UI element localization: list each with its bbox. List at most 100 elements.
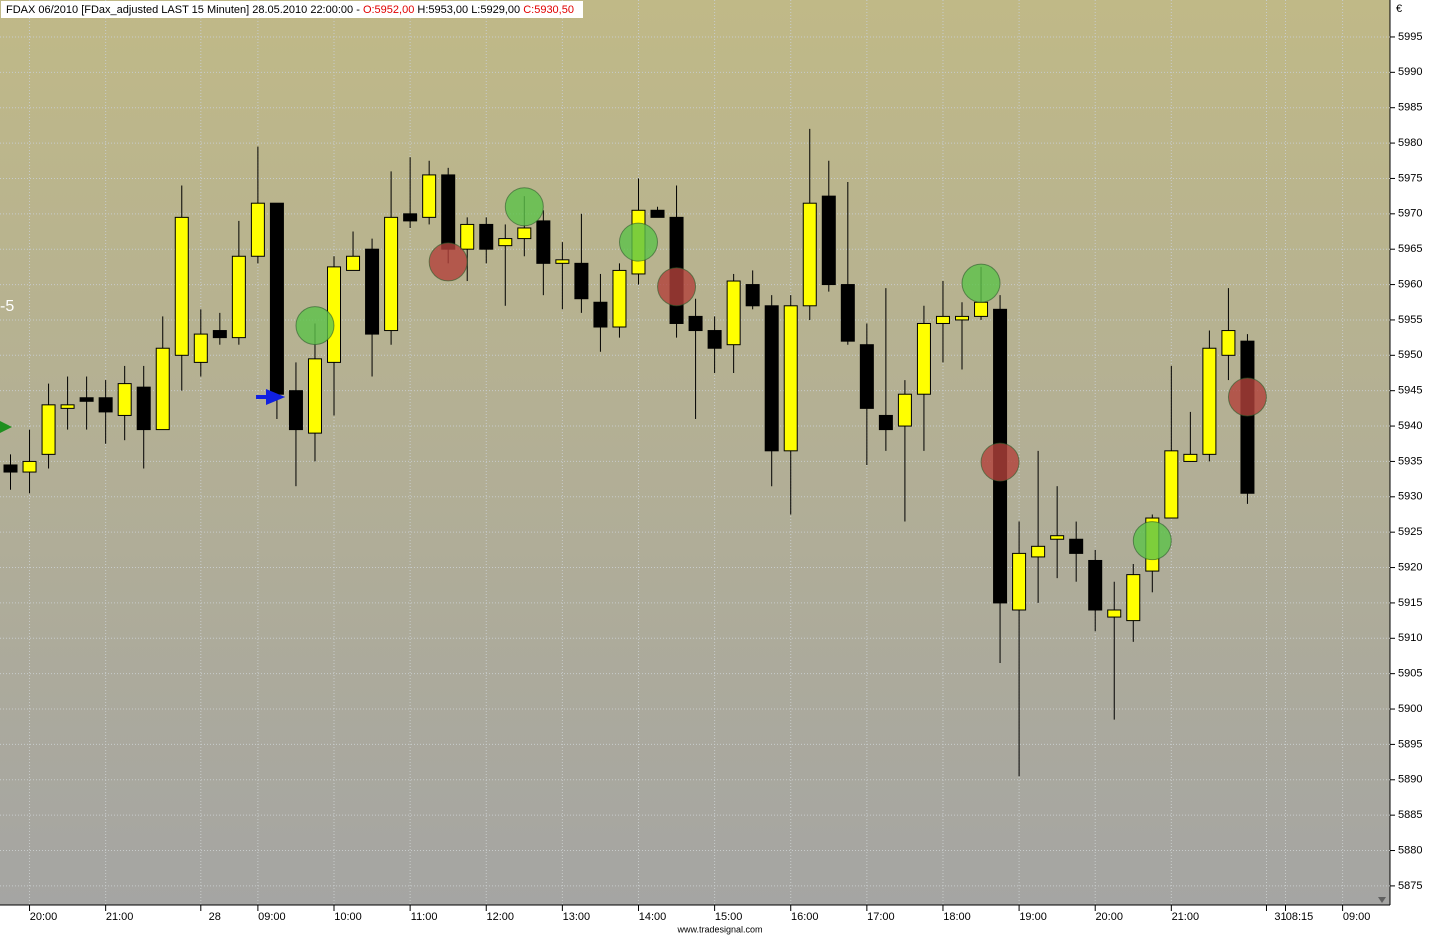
- header-title: FDAX 06/2010 [FDax_adjusted LAST 15 Minu…: [6, 4, 360, 16]
- signal: [657, 267, 697, 307]
- signal: [980, 442, 1020, 482]
- candle-body: [460, 223, 475, 250]
- y-tick-label: 5960: [1398, 278, 1422, 290]
- candle-body: [650, 209, 665, 218]
- header-high-low: H:5953,00 L:5929,00: [417, 4, 520, 16]
- candle-body: [1031, 545, 1046, 558]
- candle-body: [193, 333, 208, 363]
- candle-body: [98, 397, 113, 413]
- candle-body: [897, 393, 912, 427]
- candle-body: [840, 284, 855, 342]
- candle-body: [1183, 453, 1198, 462]
- x-tick-label: 13:00: [563, 911, 591, 923]
- y-tick-label: 5875: [1398, 880, 1422, 892]
- y-tick-label: 5970: [1398, 208, 1422, 220]
- candle-body: [916, 322, 931, 395]
- marker-triangle: [0, 421, 12, 433]
- candle-body: [859, 344, 874, 409]
- candle-body: [288, 390, 303, 431]
- x-tick-label: 21:00: [1172, 911, 1200, 923]
- candle-body: [974, 301, 989, 317]
- signal: [618, 222, 658, 262]
- header-close: C:5930,50: [523, 4, 574, 16]
- candle-body: [250, 202, 265, 257]
- x-tick-label: 16:00: [791, 911, 819, 923]
- signal: [1227, 377, 1267, 417]
- candle-body: [174, 216, 189, 356]
- footer: www.tradesignal.com: [676, 924, 762, 934]
- candle-body: [346, 255, 361, 271]
- y-tick-label: 5885: [1398, 809, 1422, 821]
- candle-body: [384, 216, 399, 332]
- scroll-arrow: [1378, 897, 1386, 903]
- y-tick-label: 5955: [1398, 314, 1422, 326]
- candle-body: [41, 404, 56, 455]
- candle-body: [783, 305, 798, 452]
- x-tick-label: 31: [1274, 911, 1286, 923]
- candle-body: [1164, 450, 1179, 519]
- signal: [1132, 521, 1172, 561]
- candle-body: [688, 315, 703, 332]
- candle-body: [403, 213, 418, 222]
- y-tick-label: 5920: [1398, 561, 1422, 573]
- signal: [961, 263, 1001, 303]
- y-tick-label: 5995: [1398, 31, 1422, 43]
- x-tick-label: 15:00: [715, 911, 743, 923]
- candle-body: [1069, 538, 1084, 554]
- signal: [504, 187, 544, 227]
- y-tick-label: 5930: [1398, 491, 1422, 503]
- signal: [428, 242, 468, 282]
- candle-body: [955, 315, 969, 321]
- candle-body: [231, 255, 246, 339]
- candle-body: [764, 305, 779, 452]
- candle-body: [212, 330, 227, 339]
- side-label: -5: [0, 298, 14, 315]
- y-tick-label: 5900: [1398, 703, 1422, 715]
- y-tick-label: 5985: [1398, 102, 1422, 114]
- y-tick-label: 5950: [1398, 349, 1422, 361]
- candle-body: [155, 347, 170, 431]
- x-tick-label: 20:00: [1095, 911, 1123, 923]
- x-tick-label: 09:00: [258, 911, 286, 923]
- header-open: O:5952,00: [363, 4, 414, 16]
- x-tick-label: 12:00: [486, 911, 514, 923]
- candle-body: [574, 262, 589, 300]
- candle-body: [1107, 609, 1122, 618]
- x-tick-label: 11:00: [411, 911, 438, 923]
- candle-body: [479, 223, 494, 250]
- x-tick-label: 28: [209, 911, 221, 923]
- y-tick-label: 5910: [1398, 632, 1422, 644]
- y-tick-label: 5890: [1398, 774, 1422, 786]
- y-tick-label: 5905: [1398, 668, 1422, 680]
- marker-arrow: [256, 389, 286, 405]
- y-tick-label: 5945: [1398, 385, 1422, 397]
- candle-body: [1240, 340, 1255, 494]
- candle-body: [555, 259, 570, 264]
- candle-body: [1221, 330, 1236, 356]
- y-tick-label: 5915: [1398, 597, 1422, 609]
- x-tick-label: 21:00: [106, 911, 134, 923]
- y-tick-label: 5935: [1398, 455, 1422, 467]
- candle-body: [593, 301, 608, 328]
- candle-body: [1202, 347, 1217, 455]
- signal: [295, 306, 335, 346]
- x-tick-label: 08:15: [1286, 911, 1314, 923]
- candle-body: [136, 386, 151, 431]
- plot-area: [0, 0, 1390, 905]
- candle-body: [3, 464, 18, 473]
- candle-body: [1126, 574, 1141, 622]
- x-tick-label: 17:00: [867, 911, 895, 923]
- y-tick-label: 5940: [1398, 420, 1422, 432]
- candle-body: [79, 397, 94, 402]
- candle-body: [1012, 552, 1027, 611]
- candle-body: [1050, 535, 1065, 540]
- candle-body: [422, 174, 437, 218]
- candle-body: [60, 404, 75, 409]
- candle-body: [726, 280, 741, 346]
- y-tick-label: 5965: [1398, 243, 1422, 255]
- y-tick-label: 5880: [1398, 844, 1422, 856]
- candle-body: [707, 330, 722, 349]
- header-box: [1, 1, 583, 18]
- candle-body: [498, 238, 513, 247]
- candle-body: [878, 414, 893, 431]
